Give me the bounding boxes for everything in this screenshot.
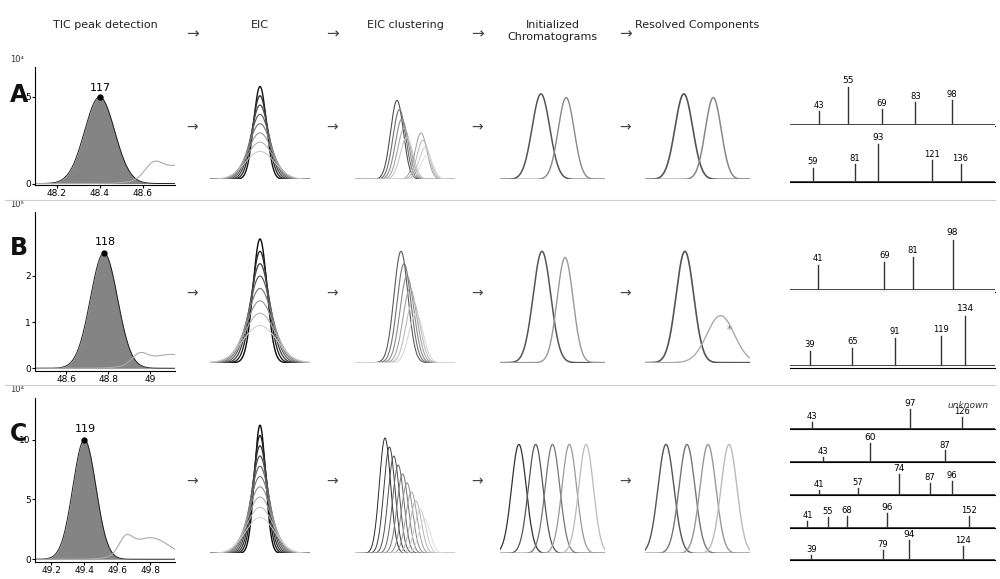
Text: →: → <box>619 286 631 300</box>
Text: C: C <box>10 422 27 446</box>
Text: Initialized
Chromatograms: Initialized Chromatograms <box>507 20 598 42</box>
Text: 68: 68 <box>841 506 852 515</box>
Text: 119: 119 <box>75 424 96 434</box>
Text: TIC peak detection: TIC peak detection <box>53 20 157 30</box>
Text: 126: 126 <box>954 407 970 416</box>
Text: 69: 69 <box>879 251 890 260</box>
Text: 43: 43 <box>818 448 829 456</box>
Text: 117: 117 <box>90 83 111 93</box>
Text: 43: 43 <box>814 101 824 110</box>
Text: →: → <box>327 286 338 300</box>
Text: →: → <box>187 286 198 300</box>
Text: 39: 39 <box>804 339 815 349</box>
Text: 10⁴: 10⁴ <box>10 55 24 64</box>
Text: 83: 83 <box>910 91 921 101</box>
Text: EIC clustering: EIC clustering <box>367 20 443 30</box>
Text: 39: 39 <box>806 545 817 554</box>
Text: 98: 98 <box>947 228 958 237</box>
Text: 43: 43 <box>806 412 817 421</box>
Text: 55: 55 <box>842 76 854 85</box>
Text: 94: 94 <box>904 530 915 538</box>
Text: 10⁴: 10⁴ <box>10 386 24 394</box>
Text: 41: 41 <box>802 511 813 520</box>
Text: →: → <box>619 474 631 488</box>
Text: unknown: unknown <box>948 401 989 411</box>
Text: →: → <box>619 120 631 134</box>
Text: 10⁵: 10⁵ <box>10 200 24 210</box>
Text: B: B <box>10 236 28 260</box>
Text: 87: 87 <box>940 441 951 449</box>
Text: *: * <box>727 325 731 335</box>
Text: 136: 136 <box>953 153 969 163</box>
Text: →: → <box>619 26 631 41</box>
Text: 41: 41 <box>814 480 824 489</box>
Text: 97: 97 <box>904 398 915 408</box>
Text: 134: 134 <box>957 305 974 313</box>
Text: 55: 55 <box>823 507 833 516</box>
Text: 96: 96 <box>882 503 893 512</box>
Text: 60: 60 <box>865 433 876 442</box>
Text: 74: 74 <box>893 464 904 473</box>
Text: →: → <box>186 26 199 41</box>
Text: 124: 124 <box>955 536 971 545</box>
Text: 81: 81 <box>907 246 918 255</box>
Text: 119: 119 <box>933 325 949 334</box>
Text: 57: 57 <box>852 478 863 488</box>
Text: 59: 59 <box>808 157 818 166</box>
Text: 96: 96 <box>946 471 957 481</box>
Text: →: → <box>472 286 483 300</box>
Text: 118: 118 <box>94 237 116 247</box>
Text: 69: 69 <box>876 99 887 108</box>
Text: 65: 65 <box>847 337 858 346</box>
Text: →: → <box>327 120 338 134</box>
Text: 79: 79 <box>877 540 888 549</box>
Text: 91: 91 <box>890 327 900 336</box>
Text: →: → <box>326 26 339 41</box>
Text: 152: 152 <box>961 506 977 515</box>
Text: →: → <box>327 474 338 488</box>
Text: →: → <box>472 474 483 488</box>
Text: →: → <box>187 474 198 488</box>
Text: 81: 81 <box>850 153 860 163</box>
Text: 121: 121 <box>924 150 940 159</box>
Text: EIC: EIC <box>251 20 269 30</box>
Text: →: → <box>187 120 198 134</box>
Text: 41: 41 <box>813 254 824 263</box>
Text: 87: 87 <box>925 474 935 482</box>
Text: →: → <box>471 26 484 41</box>
Text: 93: 93 <box>872 133 884 142</box>
Text: A: A <box>10 83 28 107</box>
Text: →: → <box>472 120 483 134</box>
Text: 98: 98 <box>946 90 957 99</box>
Text: Resolved Components: Resolved Components <box>635 20 760 30</box>
